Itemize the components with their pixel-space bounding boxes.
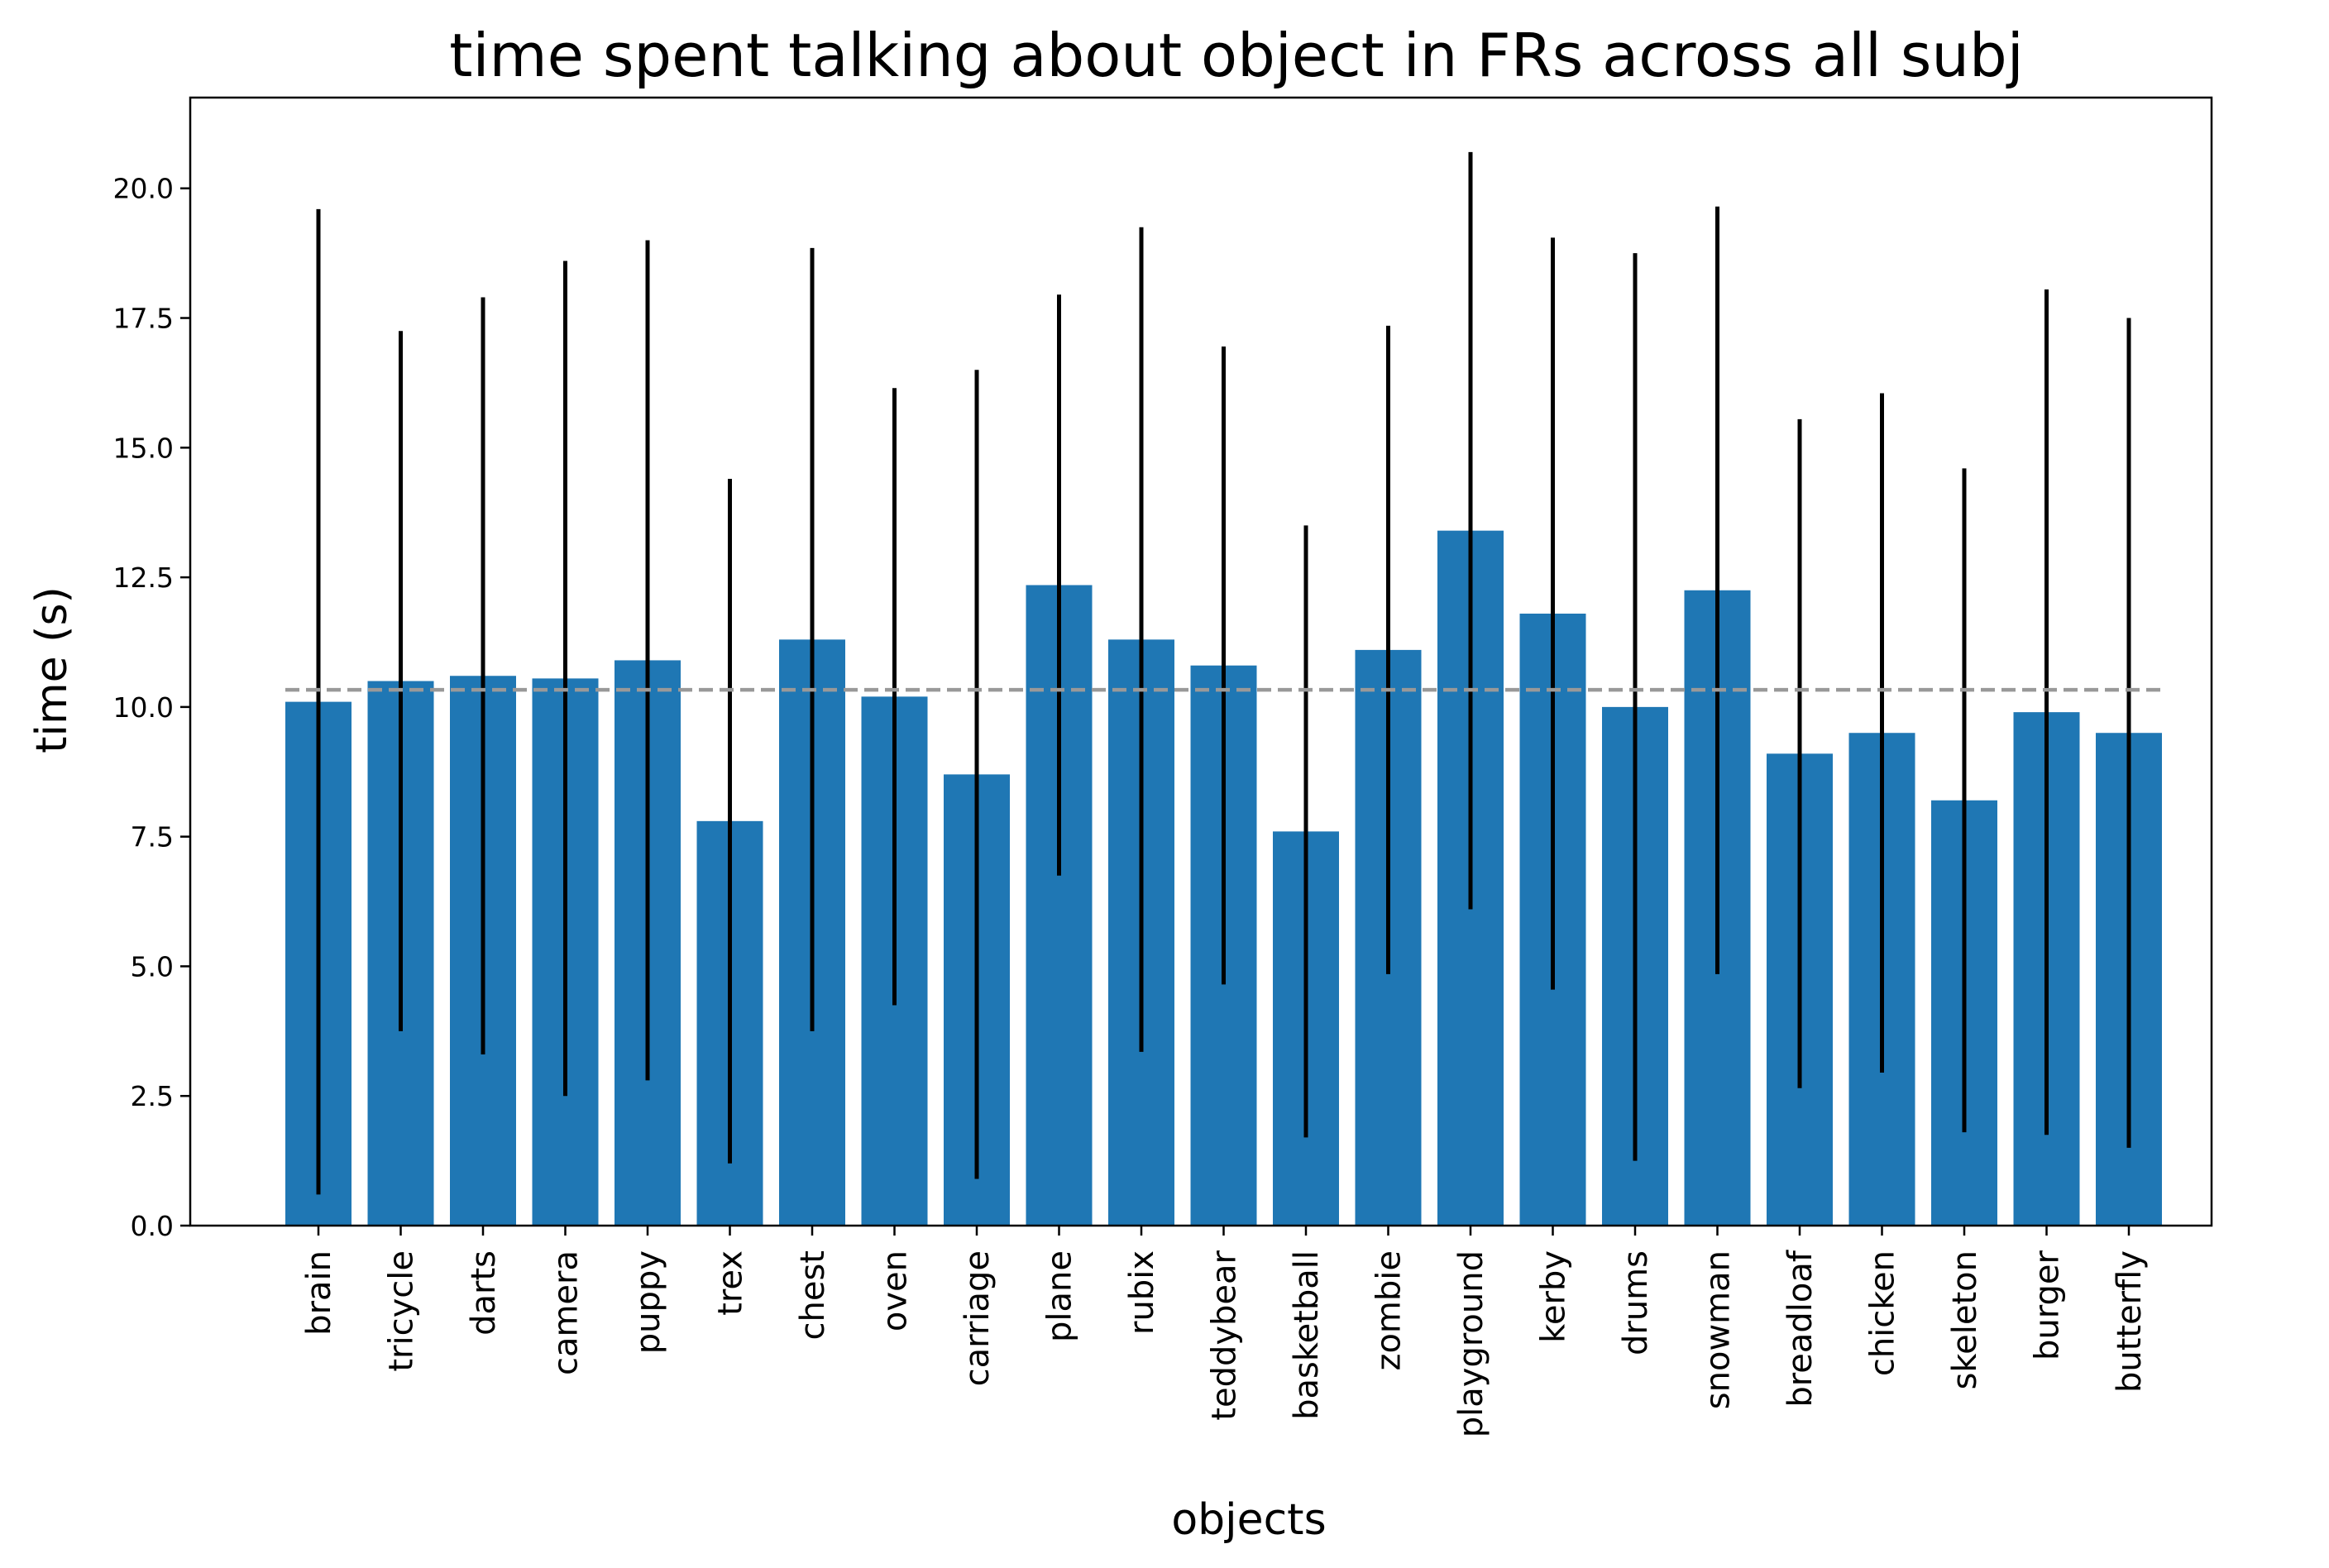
x-tick-label-kerby: kerby bbox=[1535, 1250, 1573, 1343]
x-tick-label-zombie: zombie bbox=[1370, 1250, 1408, 1371]
x-tick-label-butterfly: butterfly bbox=[2111, 1250, 2149, 1393]
y-axis-label: time (s) bbox=[27, 586, 77, 753]
x-tick-label-camera: camera bbox=[548, 1250, 586, 1375]
x-tick-label-drums: drums bbox=[1617, 1250, 1655, 1355]
x-tick-label-breadloaf: breadloaf bbox=[1781, 1250, 1820, 1408]
plot-frame bbox=[189, 96, 2213, 1227]
x-tick-label-teddybear: teddybear bbox=[1206, 1250, 1244, 1420]
x-tick-label-skeleton: skeleton bbox=[1946, 1250, 1984, 1389]
y-tick-label: 7.5 bbox=[131, 821, 174, 853]
y-tick-label: 0.0 bbox=[131, 1210, 174, 1242]
y-tick-label: 15.0 bbox=[113, 432, 174, 464]
x-tick-label-brain: brain bbox=[300, 1250, 338, 1336]
x-tick-label-rubix: rubix bbox=[1123, 1250, 1161, 1335]
chart-title: time spent talking about object in FRs a… bbox=[449, 21, 2023, 90]
x-tick-label-darts: darts bbox=[465, 1250, 503, 1336]
x-tick-label-basketball: basketball bbox=[1288, 1250, 1326, 1420]
x-tick-label-chest: chest bbox=[794, 1250, 832, 1340]
x-tick-label-chicken: chicken bbox=[1864, 1250, 1902, 1376]
y-tick-label: 12.5 bbox=[113, 562, 174, 594]
x-tick-label-trex: trex bbox=[712, 1250, 750, 1316]
x-tick-label-puppy: puppy bbox=[629, 1250, 667, 1354]
x-axis-label: objects bbox=[1171, 1495, 1326, 1545]
y-tick-label: 10.0 bbox=[113, 691, 174, 724]
y-tick-label: 5.0 bbox=[131, 950, 174, 982]
x-tick-label-snowman: snowman bbox=[1700, 1250, 1738, 1409]
x-tick-label-carriage: carriage bbox=[959, 1250, 997, 1386]
x-tick-label-oven: oven bbox=[877, 1250, 915, 1331]
y-tick-label: 17.5 bbox=[113, 303, 174, 335]
x-tick-label-plane: plane bbox=[1041, 1250, 1079, 1342]
x-tick-label-tricycle: tricycle bbox=[383, 1250, 421, 1372]
y-tick-label: 2.5 bbox=[131, 1080, 174, 1112]
x-tick-label-burger: burger bbox=[2029, 1250, 2067, 1360]
y-tick-label: 20.0 bbox=[113, 173, 174, 205]
x-tick-label-playground: playground bbox=[1452, 1250, 1490, 1437]
